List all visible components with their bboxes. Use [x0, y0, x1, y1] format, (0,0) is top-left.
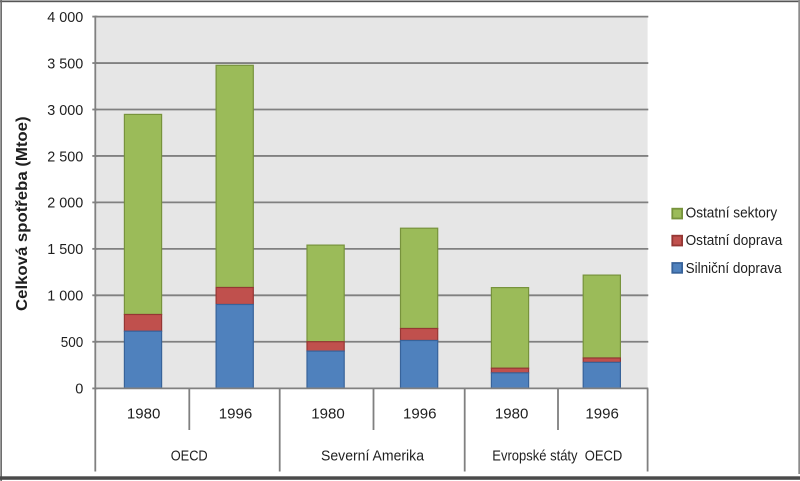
svg-text:2 000: 2 000: [47, 196, 83, 212]
svg-text:Evropské státy OECD: Evropské státy OECD: [492, 447, 622, 464]
svg-text:OECD: OECD: [171, 447, 208, 464]
svg-text:3 000: 3 000: [47, 103, 83, 119]
svg-text:500: 500: [61, 335, 84, 351]
svg-text:Ostatní doprava: Ostatní doprava: [686, 233, 784, 249]
svg-text:Ostatní sektory: Ostatní sektory: [686, 206, 778, 222]
svg-text:0: 0: [75, 382, 83, 398]
svg-text:1980: 1980: [127, 406, 161, 423]
svg-text:Silniční doprava: Silniční doprava: [686, 261, 783, 277]
svg-text:1980: 1980: [311, 406, 345, 423]
svg-text:1 000: 1 000: [47, 289, 83, 305]
svg-text:1 500: 1 500: [47, 242, 83, 258]
svg-text:3 500: 3 500: [47, 56, 83, 72]
svg-text:Celková spotřeba (Mtoe): Celková spotřeba (Mtoe): [14, 116, 31, 311]
svg-text:2 500: 2 500: [47, 149, 83, 165]
svg-text:Severní Amerika: Severní Amerika: [321, 447, 425, 464]
svg-text:4 000: 4 000: [47, 10, 83, 26]
svg-text:1996: 1996: [219, 406, 253, 423]
svg-text:1996: 1996: [403, 406, 437, 423]
svg-text:1996: 1996: [585, 406, 619, 423]
svg-text:1980: 1980: [495, 406, 529, 423]
